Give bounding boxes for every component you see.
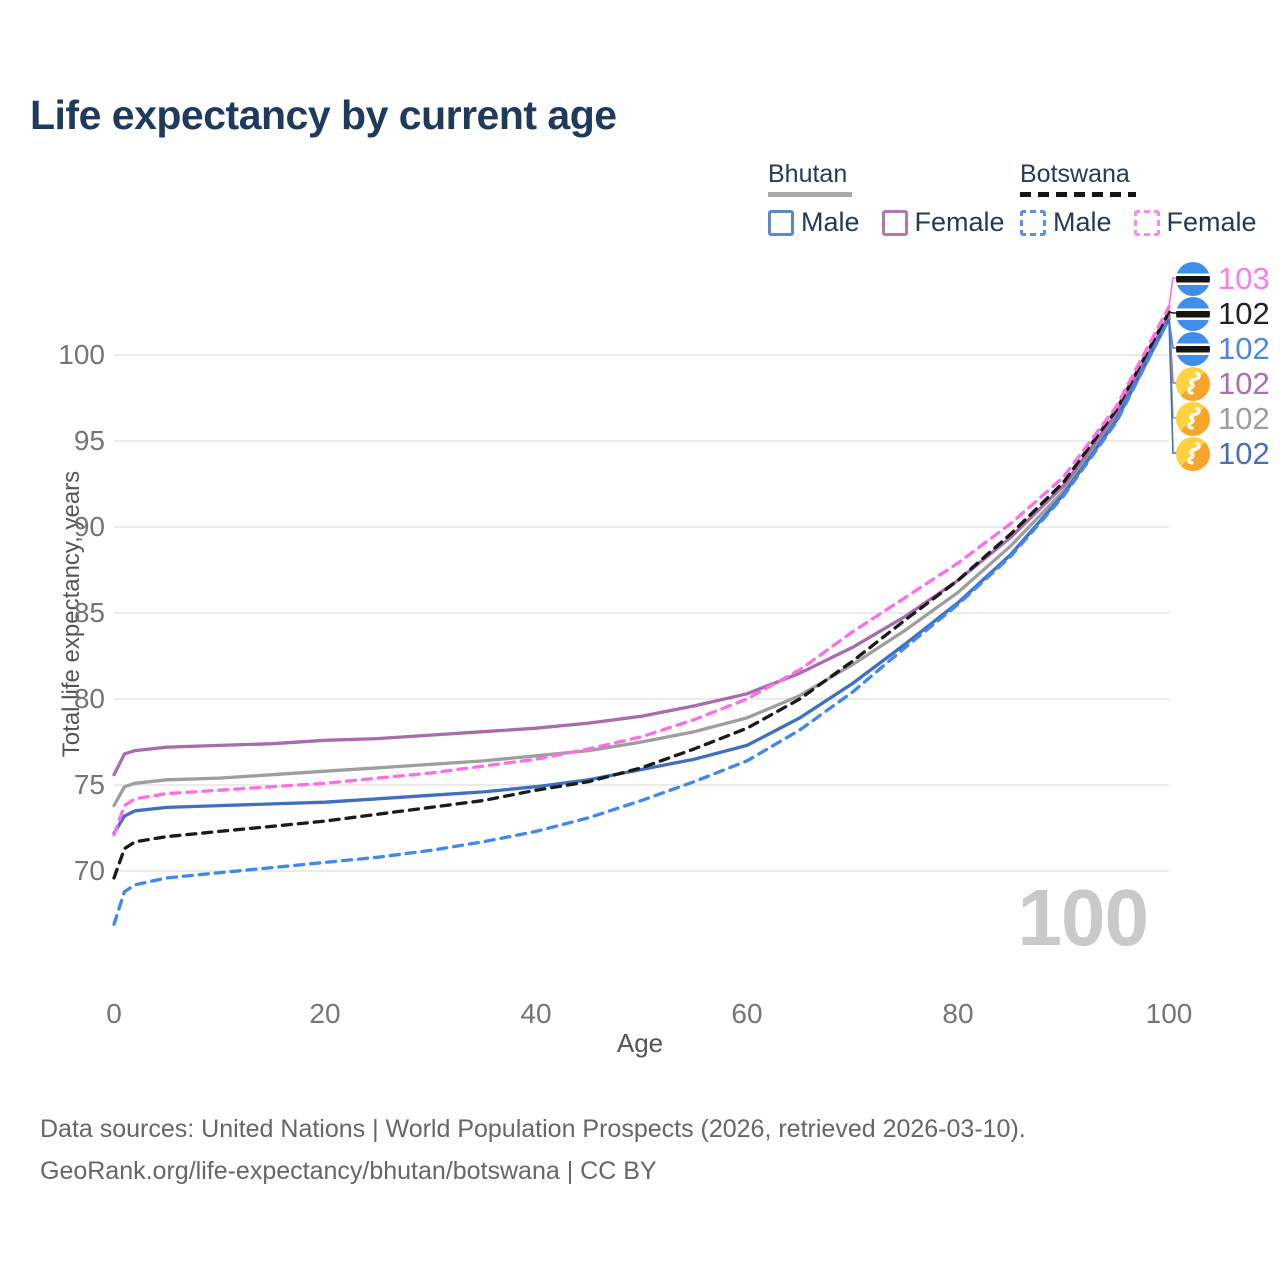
legend-item-botswana-female[interactable]: Female [1133,207,1257,238]
y-tick-75: 75 [73,769,105,800]
end-label-row-bhutan-male: 102 [1176,436,1270,472]
page-title: Life expectancy by current age [30,92,617,138]
x-tick-80: 80 [942,998,974,1029]
x-tick-40: 40 [520,998,552,1029]
legend-swatch-botswana-female [1133,209,1160,236]
bhutan-flag-icon [1176,367,1210,401]
legend-country-bhutan: Bhutan [768,160,848,188]
end-label-row-bhutan-total: 102 [1176,401,1270,437]
legend-swatch-bhutan-female [881,209,908,236]
botswana-flag-icon [1176,262,1210,296]
legend-country-botswana: Botswana [1020,160,1130,188]
legend-label-bhutan-female: Female [914,207,1005,237]
end-label-value: 103 [1218,261,1270,296]
legend-group-botswana: Botswana Male Female [1020,160,1257,238]
legend-group-bhutan: Bhutan Male Female [768,160,1005,238]
series-line-botswana-total [112,310,1171,880]
end-label-value: 102 [1218,296,1270,331]
legend-swatch-bhutan-male [768,209,794,236]
legend-label-botswana-female: Female [1166,207,1257,237]
y-tick-90: 90 [73,511,105,542]
x-tick-20: 20 [309,998,341,1029]
legend-label-botswana-male: Male [1053,207,1112,237]
x-axis-title: Age [616,1028,664,1058]
legend-item-botswana-male[interactable]: Male [1020,207,1112,238]
x-tick-60: 60 [731,998,763,1029]
y-tick-100: 100 [58,339,105,370]
series-line-bhutan-total [112,315,1171,808]
x-tick-100: 100 [1145,998,1193,1029]
age-watermark: 100 [1017,873,1149,962]
legend-item-bhutan-male[interactable]: Male [768,207,860,238]
end-label-value: 102 [1218,331,1270,366]
footer-data-sources: Data sources: United Nations | World Pop… [40,1115,1026,1143]
y-tick-80: 80 [73,683,105,714]
end-label-value: 102 [1218,366,1270,401]
botswana-flag-icon [1176,297,1210,331]
x-tick-0: 0 [106,998,122,1029]
legend-swatch-botswana-male [1020,209,1046,236]
bhutan-flag-icon [1176,402,1210,436]
series-line-bhutan-male [112,317,1171,835]
end-label-value: 102 [1218,401,1270,436]
end-label-row-bhutan-female: 102 [1176,366,1270,402]
y-tick-70: 70 [73,855,105,886]
legend-linestyle-dashed [1020,192,1136,197]
bhutan-flag-icon [1176,437,1210,471]
footer-attribution: GeoRank.org/life-expectancy/bhutan/botsw… [40,1157,657,1185]
end-label-row-botswana-total: 102 [1176,296,1270,332]
series-line-botswana-male [112,317,1171,926]
series-line-botswana-female [112,305,1171,837]
y-tick-85: 85 [73,597,105,628]
footer: Data sources: United Nations | World Pop… [40,1108,1026,1192]
end-label-row-botswana-male: 102 [1176,331,1270,367]
y-tick-95: 95 [73,425,105,456]
end-label-value: 102 [1218,436,1270,471]
end-label-row-botswana-female: 103 [1176,261,1270,297]
legend-linestyle-solid [768,192,852,197]
legend-label-bhutan-male: Male [801,207,860,237]
botswana-flag-icon [1176,332,1210,366]
legend-item-bhutan-female[interactable]: Female [881,207,1005,238]
